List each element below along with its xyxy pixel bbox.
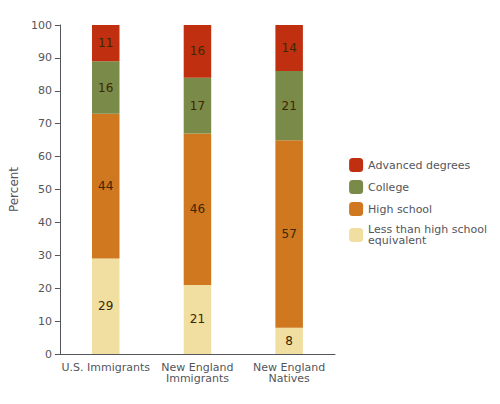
svg-text:57: 57 bbox=[282, 227, 297, 241]
svg-text:Percent: Percent bbox=[7, 167, 21, 212]
svg-text:Less than high school: Less than high school bbox=[368, 223, 487, 236]
svg-text:20: 20 bbox=[38, 282, 52, 295]
svg-text:New England: New England bbox=[253, 361, 326, 374]
svg-text:29: 29 bbox=[98, 299, 113, 313]
svg-text:New England: New England bbox=[161, 361, 234, 374]
svg-text:100: 100 bbox=[31, 19, 52, 32]
svg-text:Advanced degrees: Advanced degrees bbox=[368, 159, 470, 172]
svg-text:16: 16 bbox=[190, 44, 205, 58]
svg-text:60: 60 bbox=[38, 150, 52, 163]
svg-text:High school: High school bbox=[368, 203, 432, 216]
svg-text:21: 21 bbox=[190, 312, 205, 326]
svg-text:50: 50 bbox=[38, 183, 52, 196]
svg-text:14: 14 bbox=[282, 41, 297, 55]
svg-text:80: 80 bbox=[38, 84, 52, 97]
svg-text:40: 40 bbox=[38, 216, 52, 229]
svg-text:8: 8 bbox=[285, 334, 293, 348]
svg-text:11: 11 bbox=[98, 36, 113, 50]
svg-text:10: 10 bbox=[38, 315, 52, 328]
svg-text:Immigrants: Immigrants bbox=[166, 372, 229, 385]
svg-text:70: 70 bbox=[38, 117, 52, 130]
svg-text:Natives: Natives bbox=[268, 372, 310, 385]
svg-text:21: 21 bbox=[282, 99, 297, 113]
svg-text:16: 16 bbox=[98, 81, 113, 95]
svg-text:0: 0 bbox=[45, 348, 52, 361]
svg-text:College: College bbox=[368, 181, 409, 194]
svg-text:equivalent: equivalent bbox=[368, 234, 427, 247]
svg-text:90: 90 bbox=[38, 51, 52, 64]
svg-text:46: 46 bbox=[190, 202, 205, 216]
svg-text:U.S. Immigrants: U.S. Immigrants bbox=[61, 361, 150, 374]
svg-text:30: 30 bbox=[38, 249, 52, 262]
svg-text:17: 17 bbox=[190, 99, 205, 113]
svg-text:44: 44 bbox=[98, 179, 113, 193]
